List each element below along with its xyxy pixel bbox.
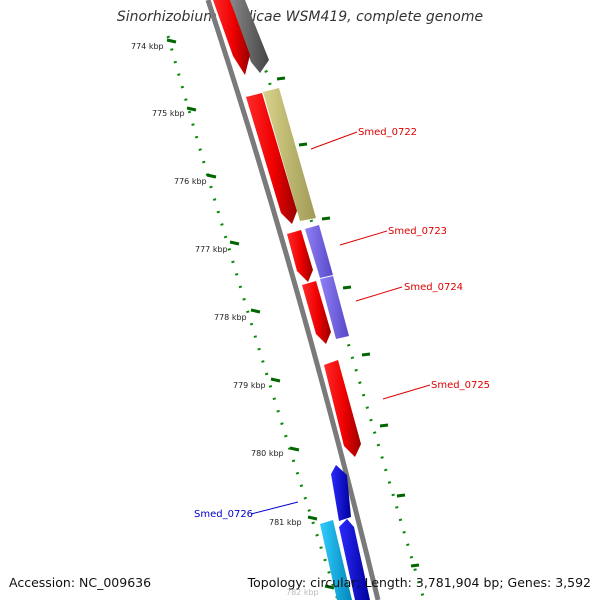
scale-label-779: 779 kbp <box>233 381 266 390</box>
gene-feature-gray[interactable] <box>230 0 269 73</box>
scale-ring-inner <box>166 35 340 600</box>
scale-label-774: 774 kbp <box>131 42 164 51</box>
gene-arrow-smed-0724[interactable] <box>302 281 331 344</box>
gene-arrow-smed-0725[interactable] <box>324 360 361 457</box>
genome-summary-text: Topology: circular; Length: 3,781,904 bp… <box>247 575 591 590</box>
gene-feature-purple-a[interactable] <box>305 225 333 278</box>
gene-label-smed-0725[interactable]: Smed_0725 <box>431 380 490 391</box>
scale-label-781: 781 kbp <box>269 518 302 527</box>
gene-feature-cyan[interactable] <box>320 520 352 600</box>
gene-feature-purple-b[interactable] <box>320 276 349 339</box>
gene-labels: Smed_0722 Smed_0723 Smed_0724 Smed_0725 … <box>194 127 490 520</box>
gene-arrow-smed-0722[interactable] <box>246 93 297 224</box>
gene-label-smed-0724[interactable]: Smed_0724 <box>404 282 463 293</box>
outer-ring-ticks <box>276 76 420 568</box>
gene-feature-olive[interactable] <box>263 88 316 221</box>
gene-arrow-smed-0723[interactable] <box>287 230 313 282</box>
genome-backbone <box>205 0 381 600</box>
scale-label-777: 777 kbp <box>195 245 228 254</box>
gene-label-smed-0726[interactable]: Smed_0726 <box>194 509 253 520</box>
gene-arrow-smed-0726[interactable] <box>331 465 351 521</box>
scale-label-778: 778 kbp <box>214 313 247 322</box>
genome-title: Sinorhizobium medicae WSM419, complete g… <box>116 9 484 25</box>
gene-arrow-blue-lower[interactable] <box>339 519 370 600</box>
gene-label-leaders <box>250 131 431 515</box>
scale-label-780: 780 kbp <box>251 449 284 458</box>
scale-major-ticks <box>166 38 335 590</box>
scale-label-782: 782 kbp <box>286 588 319 597</box>
scale-label-775: 775 kbp <box>152 109 185 118</box>
scale-labels: 774 kbp 775 kbp 776 kbp 777 kbp 778 kbp … <box>131 42 319 597</box>
accession-text: Accession: NC_009636 <box>9 575 152 590</box>
gene-label-smed-0723[interactable]: Smed_0723 <box>388 226 447 237</box>
scale-label-776: 776 kbp <box>174 177 207 186</box>
gene-label-smed-0722[interactable]: Smed_0722 <box>358 127 417 138</box>
gene-arrow-top[interactable] <box>213 0 250 75</box>
